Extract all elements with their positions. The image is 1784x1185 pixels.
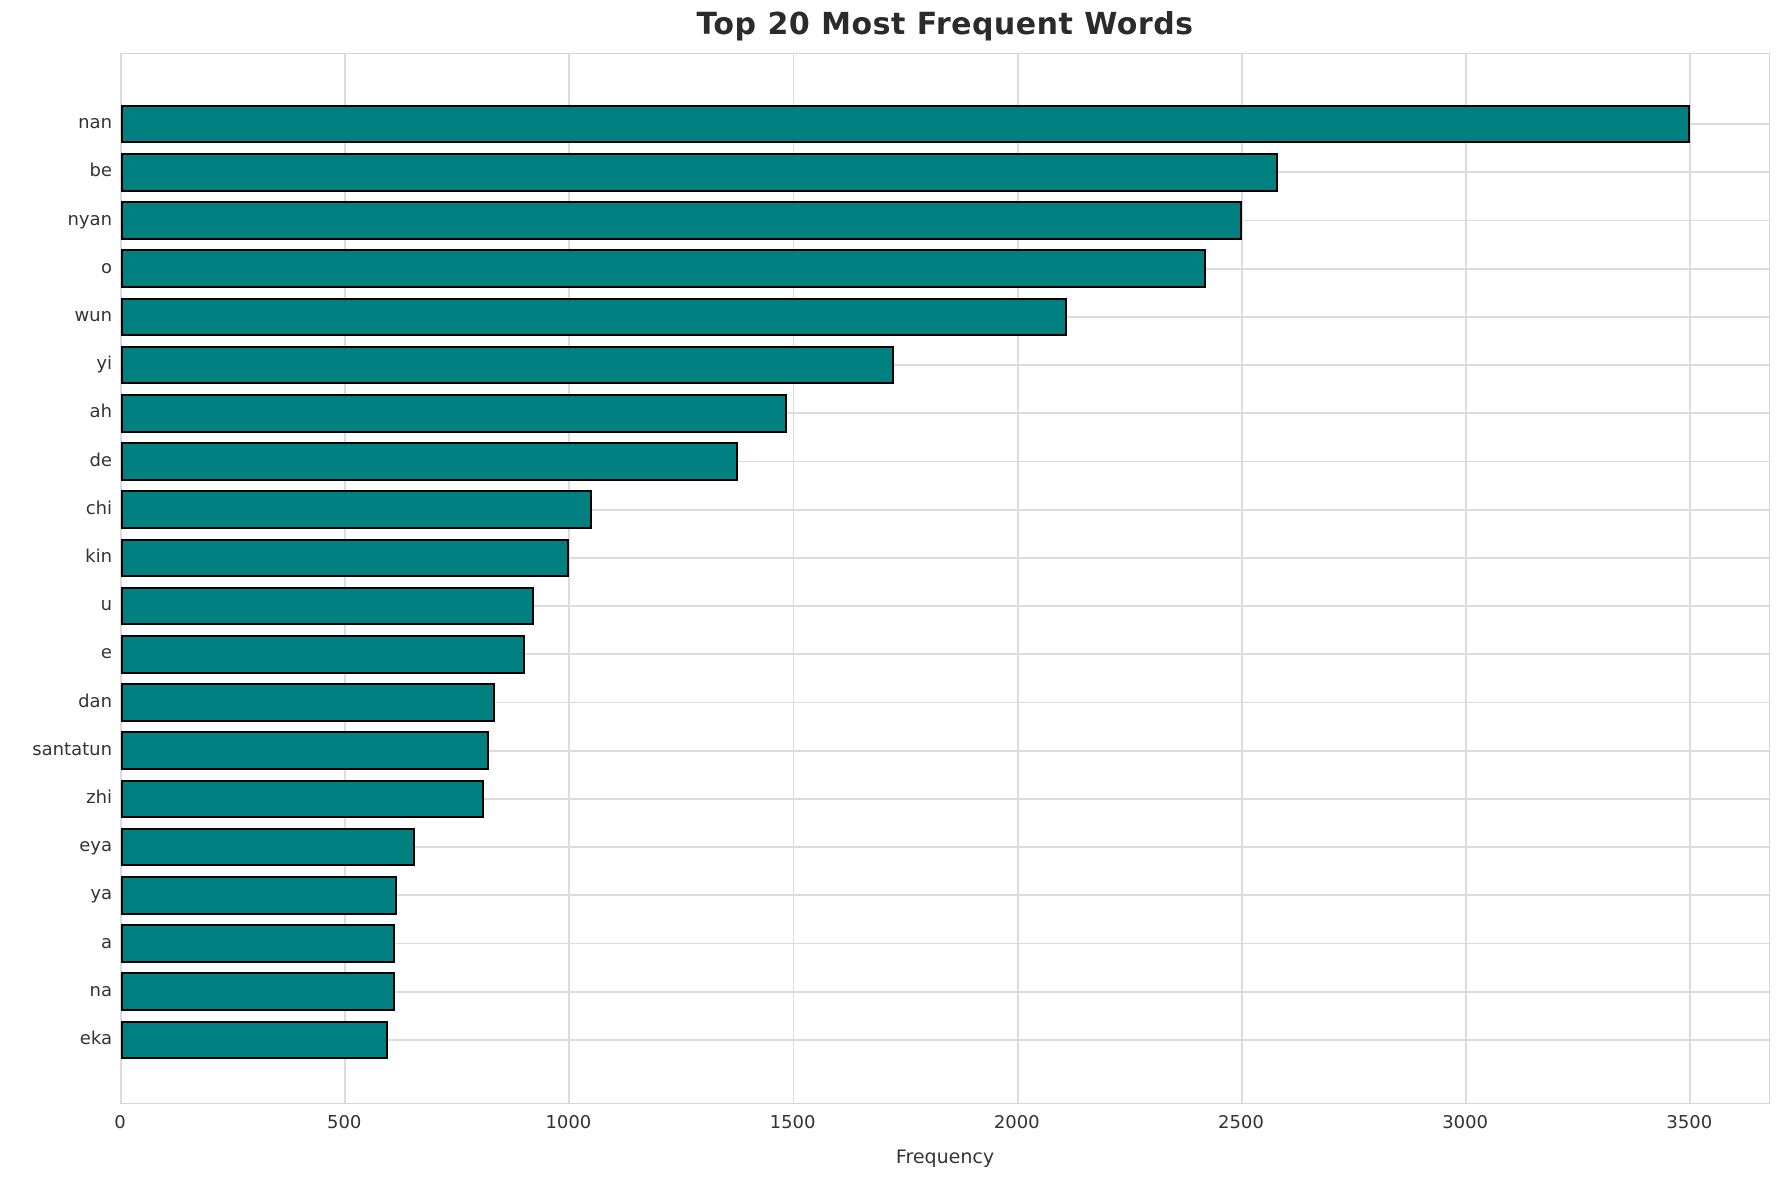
x-tick-label: 3500 xyxy=(1666,1112,1713,1133)
x-tick-label: 2000 xyxy=(993,1112,1040,1133)
y-gridline xyxy=(121,412,1769,415)
x-gridline xyxy=(1241,54,1243,1103)
x-gridline xyxy=(120,54,122,1103)
y-tick-label: eka xyxy=(79,1027,112,1049)
y-gridline xyxy=(121,605,1769,607)
y-tick-label: ya xyxy=(90,883,112,905)
y-gridline xyxy=(121,508,1769,511)
bar-wun xyxy=(121,297,1068,337)
y-gridline xyxy=(121,942,1769,945)
chart-title: Top 20 Most Frequent Words xyxy=(696,7,1194,42)
y-tick-label: o xyxy=(100,256,112,278)
y-gridline xyxy=(121,990,1769,993)
bar-zhi xyxy=(121,779,485,819)
bar-kin xyxy=(121,538,570,578)
y-tick-label: nyan xyxy=(67,208,113,230)
y-tick-label: be xyxy=(89,160,113,182)
x-tick-label: 3000 xyxy=(1442,1112,1488,1133)
y-gridline xyxy=(121,701,1769,704)
bar-chi xyxy=(121,490,592,529)
y-gridline xyxy=(121,894,1769,897)
bar-eka xyxy=(121,1020,388,1060)
bar-nan xyxy=(121,104,1691,144)
bar-ah xyxy=(121,394,787,433)
y-gridline xyxy=(121,364,1769,366)
bar-eya xyxy=(121,827,415,867)
y-gridline xyxy=(121,653,1769,656)
bar-e xyxy=(121,635,525,674)
x-gridline xyxy=(1465,54,1467,1103)
y-tick-label: de xyxy=(89,449,113,471)
y-axis: nan be nyan o wun yi ah de chi kin u e dan santatun zh… xyxy=(0,53,112,1104)
y-gridline xyxy=(121,557,1769,559)
bar-yi xyxy=(121,345,895,385)
bar-na xyxy=(121,972,395,1011)
y-gridline xyxy=(121,749,1769,752)
y-tick-label: santatun xyxy=(32,738,112,760)
x-axis: 0 500 1000 1500 2000 2500 3000 3500 xyxy=(114,1112,1770,1138)
bar-u xyxy=(121,586,534,626)
y-gridline xyxy=(121,1039,1769,1041)
y-tick-label: kin xyxy=(85,545,112,567)
y-tick-label: ah xyxy=(89,401,112,423)
y-gridline xyxy=(121,460,1769,463)
x-tick-label: 1000 xyxy=(545,1112,592,1133)
bar-santatun xyxy=(121,731,489,770)
bar-de xyxy=(121,442,738,481)
y-tick-label: dan xyxy=(78,690,112,712)
x-gridline xyxy=(1689,54,1692,1103)
bar-dan xyxy=(121,683,496,722)
bar-a xyxy=(121,924,395,963)
y-tick-label: wun xyxy=(74,304,112,326)
plot-area xyxy=(120,53,1770,1104)
x-tick-label: 2500 xyxy=(1218,1112,1264,1133)
y-tick-label: zhi xyxy=(86,786,112,808)
y-tick-label: yi xyxy=(96,353,112,375)
bar-ya xyxy=(121,876,397,915)
bar-o xyxy=(121,249,1207,288)
y-gridline xyxy=(121,798,1769,800)
x-gridline xyxy=(344,54,347,1103)
x-tick-label: 1500 xyxy=(769,1112,816,1133)
y-tick-label: e xyxy=(100,642,112,664)
y-gridline xyxy=(121,846,1769,848)
x-tick-label: 500 xyxy=(326,1112,362,1133)
y-tick-label: chi xyxy=(85,497,112,519)
y-tick-label: a xyxy=(100,931,112,953)
x-gridline xyxy=(568,54,571,1103)
x-gridline xyxy=(1016,54,1019,1103)
bar-be xyxy=(121,153,1278,192)
x-axis-label: Frequency xyxy=(895,1146,995,1168)
x-tick-label: 0 xyxy=(114,1112,126,1133)
x-gridline xyxy=(792,54,795,1103)
y-tick-label: na xyxy=(89,979,112,1001)
y-tick-label: nan xyxy=(78,112,112,134)
bar-nyan xyxy=(121,201,1242,240)
y-tick-label: u xyxy=(100,594,112,616)
y-tick-label: eya xyxy=(79,835,112,857)
